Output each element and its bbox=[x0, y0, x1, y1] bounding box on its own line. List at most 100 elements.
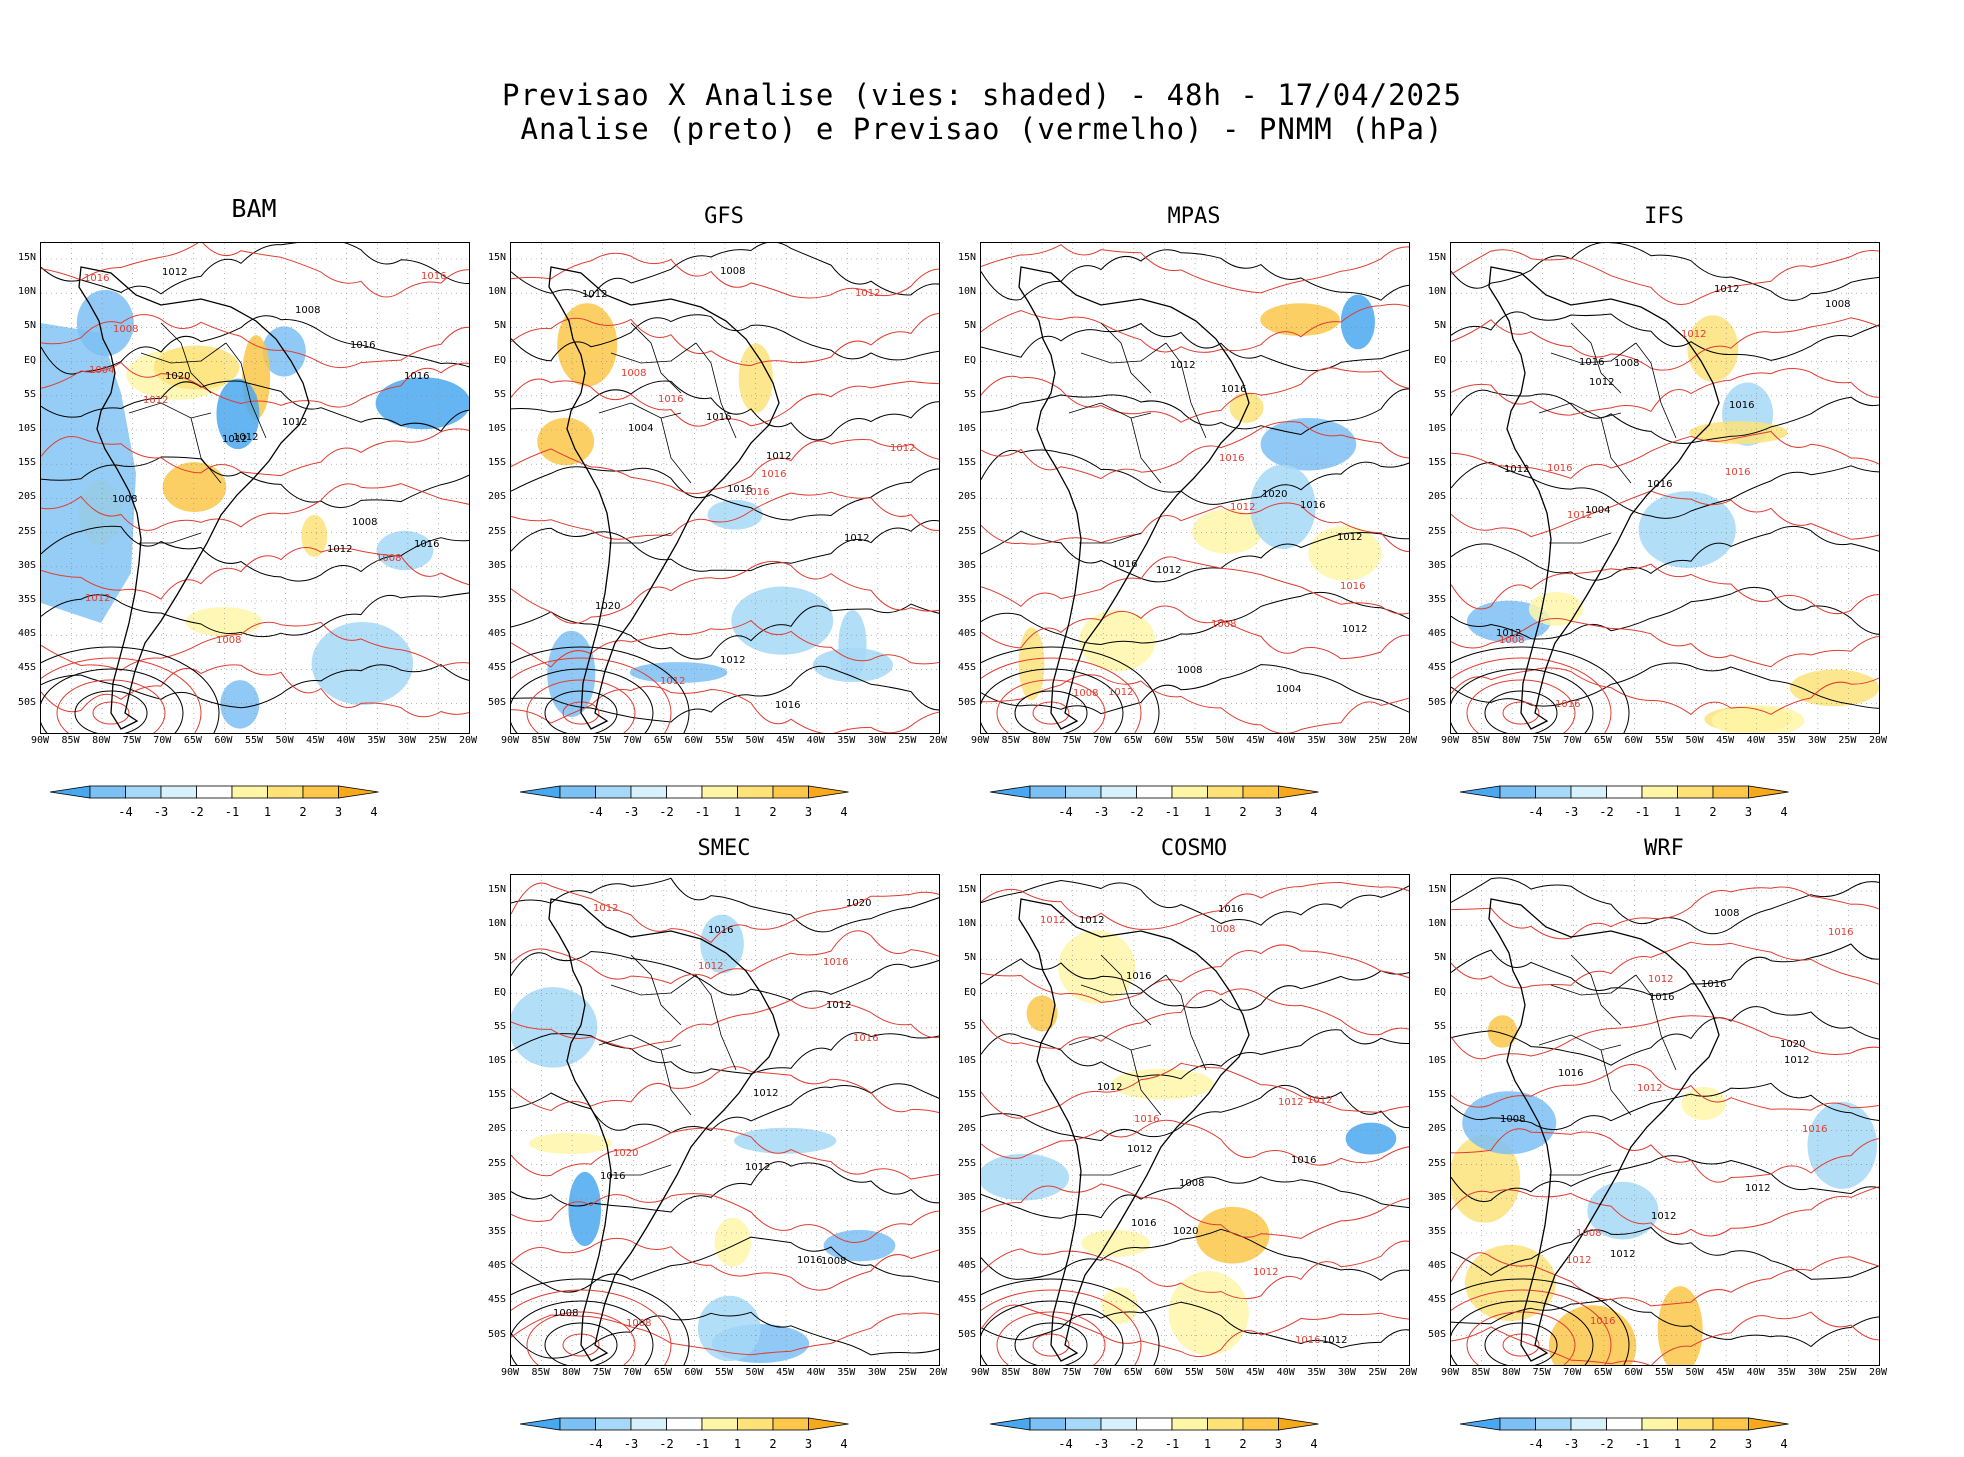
analysis-isobar bbox=[511, 1032, 939, 1075]
lon-tick-label: 70W bbox=[1563, 735, 1582, 746]
forecast-contour-label: 1016 bbox=[658, 394, 683, 405]
lat-tick-label: 15N bbox=[17, 252, 36, 263]
colorbar: -4 -3 -2 -1 1 2 3 4 bbox=[520, 1417, 940, 1457]
country-border bbox=[1068, 1034, 1152, 1051]
lat-tick-label: 10S bbox=[487, 1055, 506, 1066]
low-pressure-isobar bbox=[1014, 1322, 1088, 1365]
colorbar-label: -1 bbox=[1634, 805, 1650, 819]
country-border bbox=[1080, 974, 1167, 996]
colorbar-label: -3 bbox=[1563, 1437, 1579, 1451]
positive-bias-shading bbox=[1657, 1286, 1703, 1365]
forecast-contour-label: 1008 bbox=[1499, 635, 1524, 646]
lat-tick-label: 30S bbox=[487, 559, 506, 571]
lat-tick-label: 40S bbox=[957, 1260, 976, 1272]
analysis-contour-label: 1016 bbox=[1112, 559, 1137, 570]
analysis-isobar bbox=[511, 314, 939, 362]
analysis-contour-label: 1016 bbox=[1579, 357, 1604, 368]
colorbar-label: -1 bbox=[694, 805, 710, 819]
negative-bias-shading bbox=[511, 987, 598, 1068]
lon-tick-label: 80W bbox=[1502, 735, 1521, 746]
analysis-contour-label: 1016 bbox=[1300, 500, 1325, 511]
lon-tick-label: 55W bbox=[1654, 735, 1674, 746]
map-area: 1016 1008 1012 1012 1016 1012 1016 1020 1012 1004… bbox=[980, 242, 1410, 734]
lat-tick-label: 10S bbox=[17, 423, 36, 434]
analysis-isobar bbox=[981, 530, 1409, 583]
colorbar-segment bbox=[1641, 785, 1678, 799]
forecast-isobar bbox=[511, 1237, 939, 1291]
forecast-isobar bbox=[981, 1240, 1409, 1300]
lat-tick-label: 10N bbox=[1427, 286, 1446, 298]
colorbar-arrow-left bbox=[50, 785, 91, 799]
colorbar: -4 -3 -2 -1 1 2 3 4 bbox=[50, 785, 470, 825]
country-border bbox=[630, 954, 682, 1026]
colorbar-segment bbox=[1065, 1417, 1102, 1431]
negative-bias-shading bbox=[220, 680, 260, 729]
analysis-isobar bbox=[41, 380, 469, 432]
colorbar-segment bbox=[1712, 785, 1749, 799]
country-border bbox=[1130, 417, 1162, 484]
colorbar-label: 4 bbox=[1780, 1437, 1788, 1451]
country-border bbox=[610, 974, 697, 996]
country-border bbox=[1635, 974, 1677, 1071]
forecast-contour-label: 1008 bbox=[216, 635, 241, 646]
analysis-isobar bbox=[511, 603, 939, 660]
analysis-contour-label: 1012 bbox=[222, 434, 247, 445]
colorbar-label: 4 bbox=[1310, 1437, 1318, 1451]
negative-bias-shading bbox=[812, 647, 894, 683]
analysis-contour-label: 1016 bbox=[1218, 904, 1243, 915]
low-pressure-isobar bbox=[526, 679, 636, 733]
analysis-contour-label: 1012 bbox=[1342, 624, 1367, 635]
negative-bias-shading bbox=[1638, 491, 1736, 569]
positive-bias-shading bbox=[1711, 705, 1805, 733]
positive-bias-shading bbox=[1528, 591, 1584, 626]
negative-bias-shading bbox=[1340, 294, 1375, 350]
analysis-contour-label: 1008 bbox=[1500, 1114, 1525, 1125]
colorbar-segment bbox=[1136, 1417, 1173, 1431]
country-border bbox=[610, 342, 697, 364]
country-border bbox=[1100, 322, 1152, 394]
forecast-contour-label: 1020 bbox=[613, 1148, 638, 1159]
lon-tick-label: 85W bbox=[531, 735, 550, 746]
lat-tick-label: 15N bbox=[1427, 884, 1446, 895]
analysis-isobar bbox=[41, 525, 469, 582]
analysis-contour-label: 1016 bbox=[1291, 1155, 1316, 1166]
analysis-contour-label: 1012 bbox=[1745, 1183, 1770, 1194]
lon-tick-label: 45W bbox=[1716, 735, 1735, 746]
analysis-isobar bbox=[511, 665, 939, 723]
colorbar-segment bbox=[1136, 785, 1173, 799]
colorbar: -4 -3 -2 -1 1 2 3 4 bbox=[520, 785, 940, 825]
analysis-contour-label: 1012 bbox=[1610, 1249, 1635, 1260]
lon-tick-label: 85W bbox=[1471, 735, 1490, 746]
colorbar-label: -3 bbox=[623, 805, 639, 819]
forecast-isobar bbox=[511, 619, 939, 668]
country-border bbox=[128, 402, 212, 419]
country-border bbox=[140, 342, 227, 364]
lon-tick-label: 25W bbox=[1368, 735, 1387, 746]
colorbar-label: 4 bbox=[1780, 805, 1788, 819]
colorbar-segment bbox=[1100, 785, 1137, 799]
analysis-isobar bbox=[41, 243, 469, 295]
map-svg: 1016100810121012101610121016102010121016… bbox=[981, 875, 1409, 1365]
colorbar-label: -4 bbox=[1058, 805, 1073, 819]
lon-tick-label: 20W bbox=[458, 735, 478, 746]
analysis-isobar bbox=[511, 877, 939, 933]
colorbar-label: -2 bbox=[1129, 805, 1144, 819]
lon-tick-label: 75W bbox=[1062, 735, 1081, 746]
forecast-isobar bbox=[1451, 490, 1879, 540]
colorbar: -4 -3 -2 -1 1 2 3 4 bbox=[990, 785, 1410, 825]
positive-bias-shading bbox=[1079, 610, 1156, 672]
colorbar-segment bbox=[595, 1417, 632, 1431]
low-pressure-isobar bbox=[981, 1278, 1160, 1365]
lon-tick-label: 65W bbox=[1593, 735, 1612, 746]
country-border bbox=[630, 322, 682, 394]
negative-bias-shading bbox=[216, 378, 260, 450]
forecast-isobar bbox=[981, 421, 1409, 480]
analysis-isobar bbox=[511, 466, 939, 521]
analysis-isobar bbox=[511, 1311, 939, 1359]
lon-tick-label: 85W bbox=[1001, 1367, 1020, 1378]
analysis-contour-label: 1012 bbox=[1156, 565, 1181, 576]
negative-bias-shading bbox=[376, 530, 434, 571]
lat-tick-label: 10S bbox=[957, 423, 976, 434]
analysis-contour-label: 1016 bbox=[1558, 1068, 1583, 1079]
analysis-isobar bbox=[981, 1176, 1409, 1219]
